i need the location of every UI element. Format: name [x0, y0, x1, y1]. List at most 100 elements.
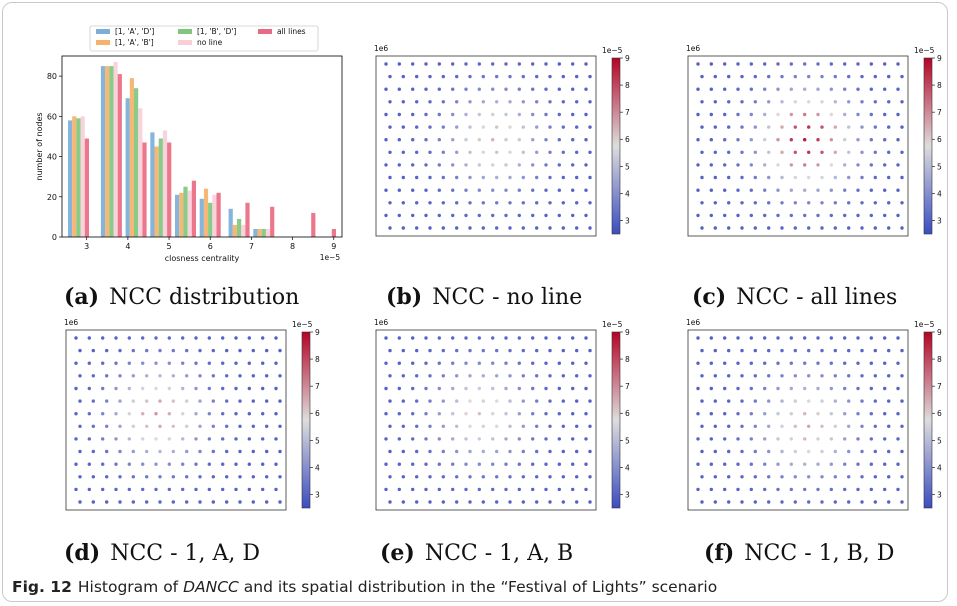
node-dot [544, 336, 548, 340]
node-dot [411, 188, 415, 192]
node-dot [900, 449, 904, 454]
node-dot [87, 437, 92, 441]
scatter-panels: 1e6 1e−5 3 4 5 6 7 8 9 1e6 1e−5 3 4 5 6 7 8 9 1e6 1e−5 3 4 5 6 7… [64, 44, 942, 511]
colorbar-tick-label: 7 [315, 382, 320, 391]
node-dot [401, 125, 405, 129]
node-dot [401, 175, 405, 180]
node-dot [883, 361, 887, 365]
scatter-panel-e: 1e6 1e−5 3 4 5 6 7 8 9 [374, 318, 630, 511]
histogram-bar [253, 229, 258, 237]
node-dot [531, 163, 535, 167]
node-dot [557, 487, 561, 492]
node-dot [753, 449, 757, 454]
node-dot [464, 386, 468, 391]
node-dot [896, 361, 900, 365]
node-dot [780, 150, 784, 154]
node-dot [424, 462, 428, 466]
node-dot [856, 412, 860, 416]
histogram-bar [76, 118, 81, 237]
node-dot [843, 213, 847, 218]
node-dot [481, 399, 485, 403]
node-dot [763, 412, 767, 416]
node-dot [767, 150, 771, 154]
node-dot [820, 374, 824, 378]
node-dot [727, 150, 731, 154]
node-dot [767, 399, 771, 403]
node-dot [843, 62, 847, 66]
node-dot [709, 462, 713, 466]
node-dot [424, 62, 428, 66]
node-dot [428, 74, 432, 79]
node-dot [847, 226, 851, 230]
node-dot [261, 361, 265, 365]
node-dot [793, 74, 797, 79]
y-tick-label: 40 [47, 153, 57, 162]
node-dot [261, 487, 265, 492]
node-dot [455, 74, 459, 79]
node-dot [481, 500, 485, 504]
node-dot [477, 437, 481, 441]
node-dot [477, 138, 481, 142]
node-dot [491, 213, 495, 218]
node-dot [860, 125, 864, 129]
node-dot [816, 386, 820, 391]
node-dot [131, 399, 135, 403]
node-dot [261, 412, 265, 416]
node-dot [740, 500, 744, 504]
node-dot [736, 163, 740, 167]
node-dot [700, 399, 704, 403]
node-dot [709, 412, 713, 416]
node-dot [571, 138, 575, 142]
node-dot [776, 462, 780, 466]
node-dot [74, 412, 78, 416]
node-dot [477, 412, 481, 416]
node-dot [561, 475, 565, 479]
node-dot [900, 100, 904, 104]
node-dot [167, 412, 171, 416]
node-dot [860, 424, 864, 428]
node-dot [713, 374, 717, 378]
node-dot [856, 487, 860, 492]
node-dot [238, 348, 242, 353]
node-dot [900, 475, 904, 479]
node-dot [548, 74, 552, 79]
legend-swatch [258, 29, 272, 34]
node-dot [753, 226, 757, 230]
node-dot [101, 487, 105, 492]
node-dot [847, 100, 851, 104]
legend-swatch [178, 29, 192, 34]
node-dot [221, 487, 225, 492]
node-dot [78, 399, 82, 403]
node-dot [789, 336, 793, 340]
node-dot [557, 437, 561, 441]
node-dot [481, 374, 485, 378]
histogram-bar [125, 98, 130, 237]
node-dot [234, 336, 238, 340]
node-dot [535, 74, 539, 79]
node-dot [900, 500, 904, 504]
node-dot [548, 125, 552, 129]
node-dot [225, 399, 229, 403]
node-dot [495, 500, 499, 504]
node-dot [127, 412, 131, 416]
node-dot [91, 449, 96, 454]
subfigure-labels: (a) NCC distribution (b) NCC - no line (c) NC… [64, 284, 897, 566]
node-dot [763, 213, 767, 218]
node-dot [883, 138, 887, 142]
node-dot [154, 462, 158, 466]
node-dot [194, 462, 198, 466]
histogram-bar [113, 62, 118, 237]
node-dot [531, 336, 535, 340]
node-dot [860, 175, 864, 180]
node-dot [207, 336, 211, 340]
node-dot [696, 336, 700, 340]
node-dot [700, 125, 704, 129]
node-dot [883, 163, 887, 167]
node-dot [437, 112, 441, 117]
node-dot [860, 348, 864, 353]
node-dot [767, 424, 771, 428]
node-dot [816, 62, 820, 66]
node-dot [491, 487, 495, 492]
corner-offset-label: 1e6 [374, 44, 388, 53]
node-dot [234, 437, 238, 441]
